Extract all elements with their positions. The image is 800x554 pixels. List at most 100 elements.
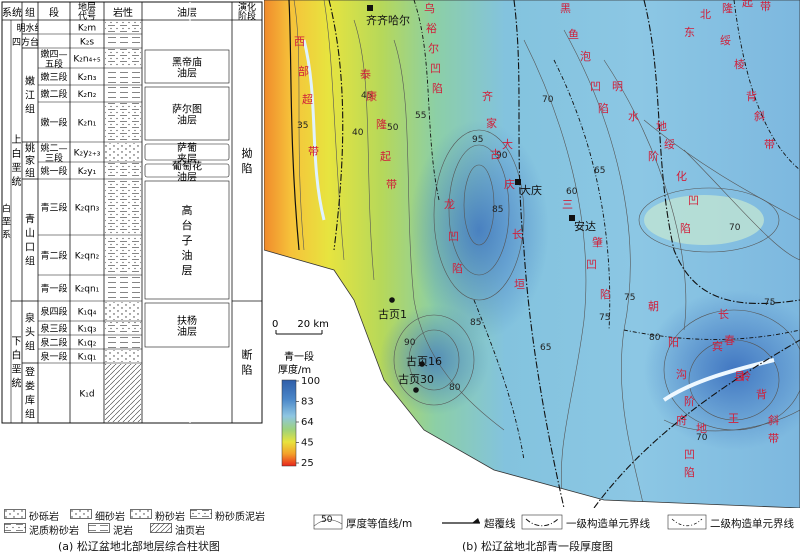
contour-label: 80 [649, 333, 661, 343]
column-header: 段 [49, 6, 59, 19]
region-label-char: 凹 [684, 448, 695, 461]
formation-code: K₁q₃ [78, 325, 97, 335]
contour-label: 55 [415, 111, 426, 121]
region-label-char: 陷 [684, 465, 695, 479]
oil-layer-label: 油 [182, 248, 193, 262]
member-label: 姚二— [40, 142, 67, 154]
oil-layer-label: 扶杨 [177, 314, 197, 327]
lithology-swatch [190, 509, 212, 519]
city-marker [515, 179, 521, 185]
map-legend: 50 厚度等值线/m 超覆线 一级构造单元界线 二级构造单元界线 [290, 510, 800, 536]
first-order-boundaries [328, 0, 800, 508]
lithology-legend-label: 泥岩 [113, 526, 133, 537]
contour-label: 85 [470, 318, 481, 328]
series-lower-label: 统 [12, 377, 22, 390]
colorbar-title-unit: 厚度/m [278, 363, 311, 376]
system-label: 垩 [2, 217, 11, 228]
region-label-char: 东 [684, 26, 695, 39]
legend-second-order: 二级构造单元界线 [710, 518, 794, 530]
group-label: 山 [25, 228, 35, 240]
contour-label: 75 [599, 313, 610, 323]
legend-overlap: 超覆线 [484, 518, 516, 530]
group-label: 登 [25, 366, 35, 379]
region-label-char: 齐 [482, 89, 493, 103]
region-label-char: 陷 [600, 287, 611, 301]
contour-label: 75 [764, 298, 775, 308]
well-marker [389, 297, 395, 303]
formation-code: K₂n₁ [78, 119, 97, 129]
region-label-char: 府 [676, 413, 687, 427]
basin-outline [264, 0, 800, 508]
region-label-char: 带 [308, 145, 319, 158]
stage-label-faulting: 陷 [242, 362, 253, 376]
member-label: 嫩三段 [40, 71, 67, 83]
oil-layer-label: 萨尔图 [172, 103, 202, 116]
oil-layer-label: 油层 [177, 171, 197, 184]
region-label-char: 阶 [648, 149, 659, 163]
contour-label: 90 [496, 151, 508, 161]
region-label-char: 垣 [514, 278, 525, 291]
contour-label: 80 [449, 383, 461, 393]
lithology-legend-label: 细砂岩 [95, 512, 125, 523]
group-label: 家 [25, 154, 35, 167]
region-label-char: 绥 [720, 34, 731, 47]
region-label-char: 鱼 [568, 27, 579, 41]
group-label: 组 [25, 408, 35, 421]
region-label-char: 棱 [734, 58, 745, 71]
region-label-char: 乌 [424, 1, 435, 15]
formation-code: K₂n₄₊₅ [73, 55, 101, 65]
contour-label: 70 [542, 95, 554, 105]
formation-code: K₁q₄ [78, 308, 97, 318]
formation-code: K₂qn₁ [75, 285, 100, 295]
lithology-column [105, 86, 141, 101]
region-label-char: 家 [486, 116, 497, 130]
region-label-char: 超 [302, 92, 313, 106]
group-label: 明水组 [16, 22, 43, 34]
oil-layer-label: 子 [182, 234, 193, 247]
region-label-char: 龙 [444, 198, 455, 211]
formation-code: K₂s [80, 38, 95, 48]
column-header: 地层 [78, 1, 96, 13]
formation-code: K₂qn₃ [75, 204, 100, 214]
column-table: 系统组段地层代号 岩性 油层 演化阶段白垩系上白垩统下白垩统明水组四方台组嫩江组姚家组… [1, 1, 263, 424]
region-label-char: 阶 [684, 394, 695, 408]
lithology-swatch [130, 509, 152, 519]
contour-label: 90 [404, 338, 416, 348]
overlap-line [288, 0, 300, 251]
contour-label: 70 [729, 223, 741, 233]
series-lower-label: 白 [12, 349, 22, 362]
formation-code: K₂m [78, 24, 96, 34]
oil-layer-label: 高 [182, 203, 193, 217]
contour-lines [293, 0, 800, 508]
column-header: 油层 [177, 6, 197, 19]
member-label: 嫩四— [40, 48, 67, 60]
stage-label-depression: 拗 [242, 146, 253, 160]
region-label-char: 古 [490, 148, 501, 161]
region-label-char: 黑 [560, 2, 571, 15]
group-label: 江 [25, 90, 35, 102]
member-label: 泉四段 [40, 306, 67, 318]
lithology-column [105, 21, 141, 33]
member-label: 姚一段 [40, 165, 67, 177]
colorbar-tick: 83 [301, 397, 314, 408]
contour-label: 65 [540, 343, 551, 353]
lithology-column [105, 35, 141, 47]
contour-label: 35 [297, 121, 308, 131]
contour-label: 45 [361, 91, 372, 101]
stratigraphic-column: 系统组段地层代号 岩性 油层 演化阶段白垩系上白垩统下白垩统明水组四方台组嫩江组姚家组… [1, 1, 263, 424]
city-marker [569, 215, 575, 221]
well-label: 古页30 [398, 373, 434, 386]
column-header: 代号 [78, 11, 96, 22]
region-label-char: 庆 [504, 177, 515, 191]
region-label-char: 地 [696, 422, 707, 435]
group-label: 姚 [25, 142, 35, 155]
stage-label-depression: 陷 [242, 161, 253, 175]
region-label-char: 斜 [768, 414, 779, 427]
lithology-legend-label: 泥质粉砂岩 [29, 526, 79, 537]
region-label-char: 朝 [648, 300, 659, 313]
region-label-char: 沟 [676, 368, 687, 381]
column-header: 岩性 [113, 6, 133, 19]
river [302, 39, 326, 221]
contour-label: 50 [387, 123, 399, 133]
region-label-char: 凹 [586, 258, 597, 271]
